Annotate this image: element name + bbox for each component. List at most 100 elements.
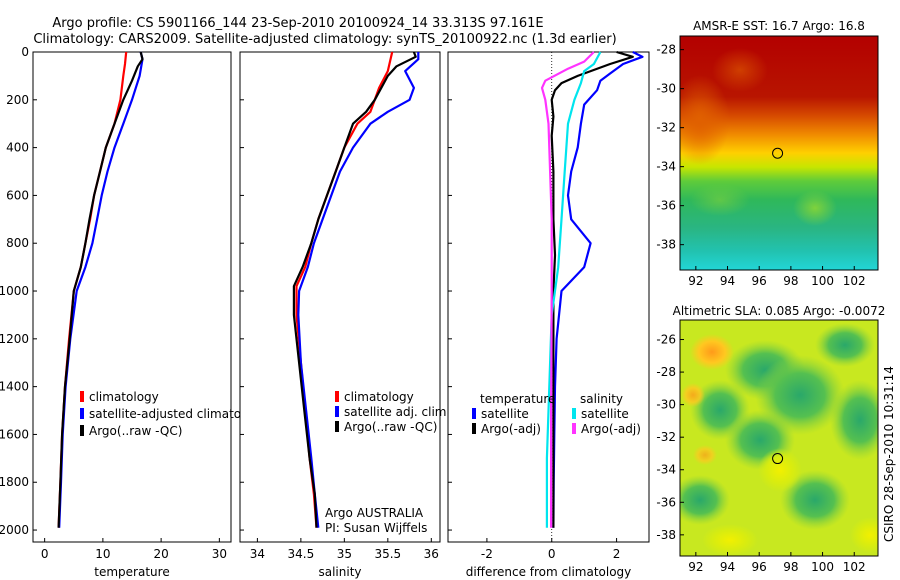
sla-orange-patch [681, 383, 705, 407]
y-tick-label: 200 [6, 93, 29, 107]
panel-frame-1 [239, 51, 441, 543]
panel-frame-0 [32, 51, 232, 543]
y-tick-label: -32 [656, 430, 676, 444]
y-tick-label: -34 [656, 160, 676, 174]
y-tick-label: -28 [656, 43, 676, 57]
legend-entry: Argo(..raw -QC) [344, 420, 437, 434]
panel-annotation: PI: Susan Wijffels [325, 521, 427, 535]
y-tick-label: -38 [656, 528, 676, 542]
series-line-temperature-satellite [552, 51, 644, 528]
difference-profile-panel: -2 0 2 difference from climatology temperatu… [447, 50, 650, 579]
x-tick-label: 0 [548, 547, 556, 561]
series-line-salinity-satellite [545, 51, 602, 528]
y-tick-label: 1000 [0, 284, 29, 298]
legend-swatch [572, 423, 576, 434]
y-tick-label: 1200 [0, 332, 29, 346]
x-axis-label: temperature [94, 565, 169, 579]
x-tick-label: 92 [688, 274, 703, 288]
sst-warm-patch [680, 75, 730, 165]
side-timestamp-label: CSIRO 28-Sep-2010 10:31:14 [882, 366, 896, 542]
x-tick-label: 100 [811, 274, 834, 288]
x-tick-label: 100 [811, 560, 834, 574]
sla-map-panel: Altimetric SLA: 0.085 Argo: -0.0072 92 94 9… [656, 304, 886, 574]
argo-location-marker [772, 147, 784, 159]
legend-entry: climatology [344, 390, 414, 404]
legend-group-heading: salinity [580, 392, 623, 406]
legend-entry: satellite adj. clim. [344, 405, 450, 419]
sla-orange-patch [693, 445, 717, 465]
legend-swatch [335, 391, 339, 402]
temperature-profile-panel: 0 200 400 600 800 1000 1200 1400 1600 1800 2000 0 10… [0, 45, 259, 579]
sla-yellow-patch [702, 524, 758, 556]
x-tick-label: 98 [783, 560, 798, 574]
legend-entry: Argo(-adj) [481, 422, 541, 436]
legend-swatch [80, 408, 84, 419]
y-tick-label: -36 [656, 199, 676, 213]
sst-teal-patch [793, 190, 837, 226]
y-tick-label: 0 [21, 45, 29, 59]
y-tick-label: -28 [656, 365, 676, 379]
sla-yellow-patch [758, 448, 802, 492]
x-tick-label: 96 [752, 274, 767, 288]
y-tick-label: 600 [6, 188, 29, 202]
y-tick-label: 2000 [0, 523, 29, 537]
figure-title-line2: Climatology: CARS2009. Satellite-adjuste… [33, 32, 616, 47]
legend-entry: satellite [481, 407, 529, 421]
y-tick-label: -30 [656, 398, 676, 412]
sla-green-patch [680, 475, 730, 525]
y-tick-label: 800 [6, 236, 29, 250]
y-tick-label: 1400 [0, 380, 29, 394]
x-tick-label: 92 [688, 560, 703, 574]
sla-orange-patch [690, 334, 734, 370]
x-tick-label: 35.5 [374, 547, 401, 561]
series-line-salinity-argo-adj- [540, 51, 595, 528]
y-tick-label: 400 [6, 141, 29, 155]
sla-green-patch [830, 380, 878, 460]
legend-swatch [472, 423, 476, 434]
series-line-argo-raw-qc- [292, 51, 417, 528]
sla-map-frame [679, 319, 879, 557]
legend-swatch [472, 408, 476, 419]
x-tick-label: 2 [613, 547, 621, 561]
x-tick-label: 96 [752, 560, 767, 574]
x-tick-label: 34.5 [288, 547, 315, 561]
legend-group-heading: temperature [480, 392, 555, 406]
legend-swatch [335, 421, 339, 432]
y-tick-label: 1800 [0, 475, 29, 489]
figure-title-line1: Argo profile: CS 5901166_144 23-Sep-2010… [52, 16, 543, 31]
x-tick-label: 94 [720, 560, 735, 574]
legend-swatch [335, 406, 339, 417]
x-tick-label: 10 [95, 547, 110, 561]
x-tick-label: -2 [481, 547, 493, 561]
y-tick-label: -26 [656, 333, 676, 347]
map-title: Altimetric SLA: 0.085 Argo: -0.0072 [673, 304, 886, 318]
x-tick-label: 102 [843, 560, 866, 574]
x-tick-label: 94 [720, 274, 735, 288]
sst-map-panel: AMSR-E SST: 16.7 Argo: 16.8 92 94 96 98 100 10… [656, 19, 879, 288]
sla-green-patch [815, 323, 875, 367]
legend-swatch [572, 408, 576, 419]
x-tick-label: 0 [41, 547, 49, 561]
y-tick-label: -30 [656, 82, 676, 96]
x-axis-label: salinity [318, 565, 361, 579]
x-tick-label: 34 [250, 547, 265, 561]
legend-swatch [80, 425, 84, 436]
legend-swatch [80, 391, 84, 402]
legend-entry: Argo(..raw -QC) [89, 424, 182, 438]
argo-location-marker [772, 453, 784, 465]
x-tick-label: 20 [153, 547, 168, 561]
x-tick-label: 36 [424, 547, 439, 561]
legend-entry: Argo(-adj) [581, 422, 641, 436]
series-line-satellite-adj-clim- [297, 52, 420, 528]
y-tick-label: -34 [656, 463, 676, 477]
x-axis-label: difference from climatology [466, 565, 632, 579]
x-tick-label: 35 [337, 547, 352, 561]
legend-entry: climatology [89, 390, 159, 404]
y-tick-label: -32 [656, 121, 676, 135]
legend-entry: satellite-adjusted climatolog [89, 407, 259, 421]
sst-teal-patch [690, 184, 750, 216]
legend-entry: satellite [581, 407, 629, 421]
y-tick-label: -36 [656, 495, 676, 509]
sst-map-frame [679, 35, 879, 271]
